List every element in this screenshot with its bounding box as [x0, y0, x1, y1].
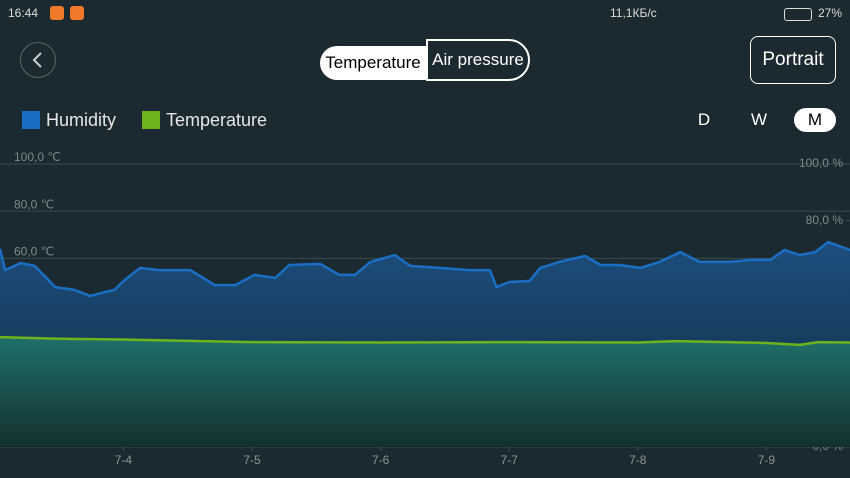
notification-icon	[50, 6, 64, 20]
battery-level: 27%	[818, 6, 843, 20]
legend-swatch	[22, 111, 40, 129]
x-tick-label: 7-5	[243, 453, 261, 467]
series-line	[0, 240, 850, 298]
y2-tick-label: 100,0 %	[799, 156, 843, 170]
y-tick-label: 100,0 ℃	[14, 150, 61, 164]
period-button[interactable]: D	[697, 110, 711, 129]
x-tick-label: 7-4	[115, 453, 133, 467]
y-tick-label: 60,0 ℃	[14, 245, 54, 259]
notification-icon	[70, 6, 84, 20]
period-button[interactable]: M	[794, 108, 836, 132]
legend-item: Temperature	[142, 110, 267, 131]
y-tick-label: 80,0 ℃	[14, 197, 54, 211]
legend-label: Humidity	[46, 110, 117, 130]
x-tick-label: 7-9	[758, 453, 776, 467]
status-time: 16:44	[8, 6, 39, 20]
x-tick-label: 7-7	[501, 453, 519, 467]
tab-temperature[interactable]: Temperature and	[320, 46, 426, 80]
period-button[interactable]: W	[750, 110, 768, 129]
series-area	[0, 337, 850, 447]
back-arrow	[32, 52, 42, 68]
legend-label: Temperature	[166, 110, 268, 130]
tab-air-pressure[interactable]: Air pressure	[426, 39, 530, 81]
network-speed: 11,1КБ/с	[610, 6, 657, 20]
x-tick-label: 7-6	[372, 453, 390, 467]
portrait-button[interactable]: Portrait	[750, 36, 836, 84]
battery-icon	[784, 8, 812, 21]
series-line	[0, 335, 850, 347]
legend-swatch	[142, 111, 160, 129]
legend-item: Humidity	[22, 110, 116, 131]
y2-tick-label: 80,0 %	[806, 213, 844, 227]
x-tick-label: 7-8	[629, 453, 647, 467]
back-button[interactable]	[20, 42, 56, 78]
